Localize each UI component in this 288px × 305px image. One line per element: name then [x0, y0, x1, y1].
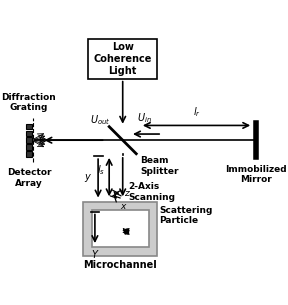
Bar	[88, 39, 157, 79]
Bar	[26, 151, 32, 157]
Text: $z$: $z$	[124, 188, 131, 198]
Text: Microchannel: Microchannel	[83, 260, 157, 270]
Bar	[26, 124, 32, 129]
Text: Scattering
Particle: Scattering Particle	[160, 206, 213, 225]
Bar	[92, 210, 149, 247]
Bar	[26, 144, 32, 150]
Text: $x$: $x$	[120, 202, 128, 211]
Text: Diffraction
Grating: Diffraction Grating	[2, 92, 56, 112]
Text: Low
Coherence
Light: Low Coherence Light	[94, 42, 152, 76]
Text: $l_s$: $l_s$	[97, 163, 105, 177]
Text: $y$: $y$	[84, 172, 92, 184]
Text: Beam
Splitter: Beam Splitter	[140, 156, 179, 176]
Text: Immobilized
Mirror: Immobilized Mirror	[225, 165, 286, 184]
Text: $U_{out}$: $U_{out}$	[90, 113, 111, 127]
Text: Detector
Array: Detector Array	[7, 168, 51, 188]
Bar	[26, 131, 32, 136]
Text: $U_{in}$: $U_{in}$	[137, 112, 152, 125]
Bar	[26, 138, 32, 143]
Text: $l_r$: $l_r$	[193, 106, 200, 119]
Text: 2-Axis
Scanning: 2-Axis Scanning	[129, 182, 176, 202]
Text: $Y$: $Y$	[91, 248, 99, 260]
Bar	[83, 202, 157, 256]
